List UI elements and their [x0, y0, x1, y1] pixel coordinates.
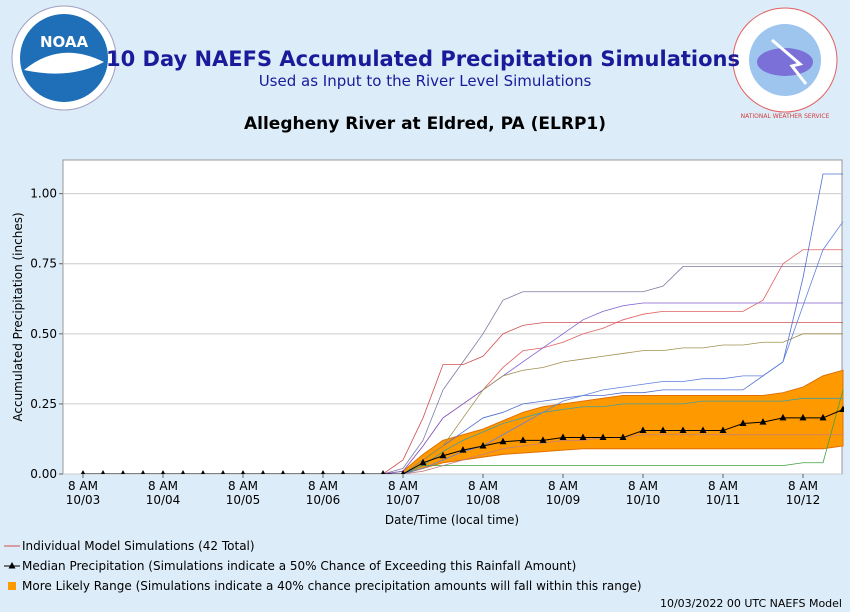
- x-tick-label: 10/08: [466, 493, 501, 507]
- simulation-line: [83, 389, 844, 474]
- median-marker: [280, 470, 286, 474]
- simulation-line: [83, 266, 843, 474]
- x-tick-label: 10/11: [706, 493, 741, 507]
- nws-logo-text: NATIONAL WEATHER SERVICE: [741, 113, 830, 120]
- median-marker: [499, 437, 507, 445]
- median-marker: [160, 470, 166, 474]
- median-marker: [779, 413, 787, 421]
- median-marker: [80, 470, 86, 474]
- median-marker: [719, 426, 727, 434]
- median-marker: [380, 470, 386, 474]
- median-marker: [759, 418, 767, 425]
- median-marker: [200, 470, 206, 474]
- median-marker: [659, 426, 667, 434]
- plot-layer: [80, 173, 844, 474]
- median-marker: [400, 470, 406, 474]
- y-tick-label: 0.75: [30, 257, 57, 271]
- median-marker: [100, 470, 106, 474]
- legend-swatch: [8, 582, 16, 590]
- x-tick-time: 8 AM: [548, 479, 578, 493]
- x-tick-label: 10/06: [306, 493, 341, 507]
- x-tick-time: 8 AM: [788, 479, 818, 493]
- x-tick-time: 8 AM: [708, 479, 738, 493]
- noaa-logo: NOAA: [11, 5, 117, 111]
- x-tick-time: 8 AM: [468, 479, 498, 493]
- median-marker: [220, 470, 226, 474]
- y-tick-label: 1.00: [30, 187, 57, 201]
- x-tick-label: 10/03: [66, 493, 101, 507]
- x-tick-time: 8 AM: [148, 479, 178, 493]
- median-marker: [699, 426, 707, 434]
- median-marker: [180, 470, 186, 474]
- x-tick-label: 10/12: [786, 493, 821, 507]
- footer: 10/03/2022 00 UTC NAEFS Model: [660, 597, 842, 610]
- location-title: Allegheny River at Eldred, PA (ELRP1): [244, 114, 606, 134]
- chart-subtitle: Used as Input to the River Level Simulat…: [259, 72, 592, 90]
- median-marker: [519, 436, 527, 443]
- median-marker: [459, 446, 467, 453]
- median-marker: [639, 426, 647, 434]
- x-tick-time: 8 AM: [68, 479, 98, 493]
- y-tick-label: 0.00: [30, 467, 57, 481]
- median-marker: [300, 470, 306, 474]
- median-marker: [240, 470, 246, 474]
- median-marker: [739, 419, 747, 427]
- median-marker: [579, 433, 587, 441]
- chart-title: 10 Day NAEFS Accumulated Precipitation S…: [106, 47, 740, 71]
- median-marker: [819, 413, 827, 421]
- legend-label: More Likely Range (Simulations indicate …: [22, 579, 642, 593]
- x-tick-time: 8 AM: [628, 479, 658, 493]
- x-tick-label: 10/07: [386, 493, 421, 507]
- simulation-line: [83, 173, 843, 474]
- x-tick-time: 8 AM: [228, 479, 258, 493]
- median-marker: [120, 470, 126, 474]
- median-marker: [619, 433, 627, 441]
- simulation-line: [83, 322, 843, 474]
- median-marker: [340, 470, 346, 474]
- simulation-line: [83, 333, 843, 474]
- median-marker: [839, 405, 844, 413]
- x-tick-time: 8 AM: [308, 479, 338, 493]
- median-marker: [320, 470, 326, 474]
- median-marker: [360, 470, 366, 474]
- median-marker: [419, 458, 427, 466]
- simulation-line: [83, 434, 843, 474]
- x-tick-label: 10/10: [626, 493, 661, 507]
- median-marker: [679, 426, 687, 434]
- median-marker: [439, 451, 447, 459]
- median-marker: [799, 413, 807, 421]
- x-tick-label: 10/05: [226, 493, 261, 507]
- simulation-line: [83, 397, 843, 474]
- x-tick-label: 10/04: [146, 493, 181, 507]
- x-tick-label: 10/09: [546, 493, 581, 507]
- nws-logo: NATIONAL WEATHER SERVICE: [732, 7, 838, 120]
- simulation-line: [83, 302, 843, 474]
- noaa-logo-text: NOAA: [40, 33, 89, 51]
- median-marker: [539, 436, 547, 443]
- x-axis-label: Date/Time (local time): [385, 513, 519, 527]
- median-marker: [260, 470, 266, 474]
- y-tick-label: 0.50: [30, 327, 57, 341]
- y-axis-label: Accumulated Precipitation (inches): [11, 212, 25, 421]
- median-marker: [599, 433, 607, 441]
- legend-marker: [8, 562, 16, 569]
- median-marker: [479, 441, 487, 449]
- median-marker: [140, 470, 146, 474]
- x-tick-time: 8 AM: [388, 479, 418, 493]
- median-marker: [559, 433, 567, 441]
- legend-label: Median Precipitation (Simulations indica…: [22, 559, 576, 573]
- legend-label: Individual Model Simulations (42 Total): [22, 539, 255, 553]
- y-tick-label: 0.25: [30, 397, 57, 411]
